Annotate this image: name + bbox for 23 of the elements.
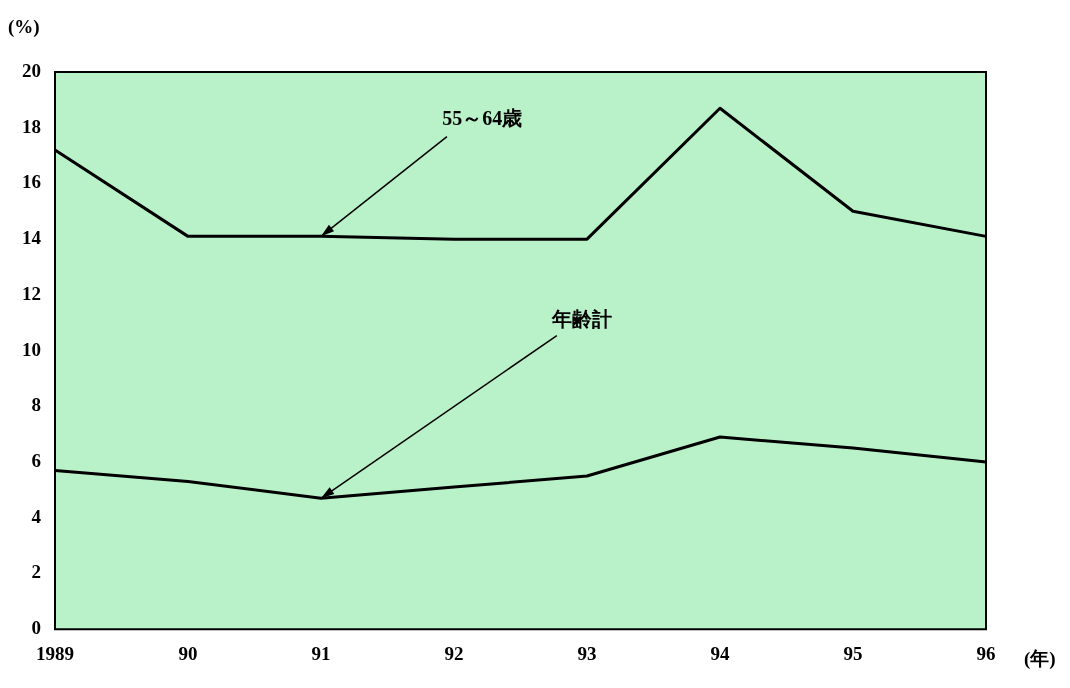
x-tick-label: 1989 — [36, 642, 74, 664]
x-tick-label: 90 — [178, 642, 198, 664]
x-axis-title: (年) — [1024, 647, 1056, 670]
y-tick-label: 10 — [22, 338, 41, 360]
x-tick-label: 92 — [444, 642, 464, 664]
annotation: 年齢計 — [550, 307, 612, 330]
y-axis-title: (%) — [8, 15, 40, 38]
y-tick-label: 6 — [31, 449, 41, 471]
y-tick-label: 16 — [22, 171, 41, 193]
y-tick-label: 12 — [22, 282, 41, 304]
y-tick-label: 4 — [31, 505, 42, 527]
y-tick-label: 0 — [31, 617, 41, 639]
y-tick-label: 20 — [22, 59, 41, 81]
x-tick-label: 95 — [843, 642, 863, 664]
y-tick-label: 14 — [22, 227, 42, 249]
y-tick-label: 8 — [31, 394, 41, 416]
annotation: 55～64歳 — [442, 107, 523, 130]
x-tick-label: 96 — [976, 642, 996, 664]
y-tick-label: 18 — [22, 115, 41, 137]
x-tick-label: 93 — [577, 642, 597, 664]
y-tick-label: 2 — [31, 561, 41, 583]
x-tick-label: 91 — [311, 642, 331, 664]
x-tick-label: 94 — [710, 642, 730, 664]
